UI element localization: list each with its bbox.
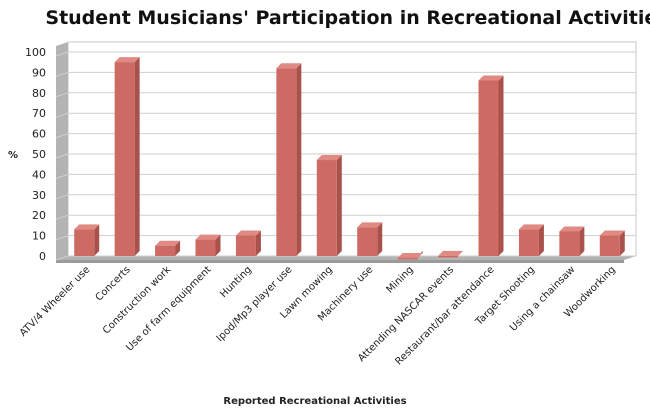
bar-side: [538, 224, 544, 256]
bar-front: [438, 255, 459, 258]
bar-top: [438, 250, 464, 256]
gridline-side: [55, 214, 69, 220]
bar-front: [397, 257, 418, 260]
plot-frame: [56, 41, 637, 263]
bar: [235, 230, 261, 256]
bar-top: [357, 222, 383, 228]
bar: [316, 155, 342, 256]
y-tick-label: 0: [39, 250, 46, 263]
gridline-side: [55, 194, 69, 200]
y-tick-label: 60: [32, 128, 46, 141]
bars: [74, 57, 625, 260]
y-tick-label: 20: [32, 209, 46, 222]
bar-side: [94, 224, 100, 256]
x-tick-label: Concerts: [94, 264, 133, 303]
bar-front: [155, 245, 176, 256]
y-tick-label: 90: [32, 66, 46, 79]
bar-side: [336, 155, 342, 256]
bar-top: [235, 230, 261, 236]
gridline-side: [55, 133, 69, 139]
gridline-side: [55, 51, 69, 57]
bar: [357, 222, 383, 256]
x-tick-label: Use of farm equipment: [124, 264, 213, 353]
bar-top: [599, 230, 625, 236]
x-axis-label: Reported Recreational Activities: [223, 396, 406, 407]
chart-title: Student Musicians' Participation in Recr…: [45, 7, 650, 29]
side-wall: [56, 42, 68, 260]
bar: [276, 63, 302, 257]
bar-side: [458, 250, 464, 256]
bar: [397, 251, 423, 260]
bar-front: [114, 62, 135, 257]
bar-side: [255, 230, 261, 256]
bar-top: [276, 63, 302, 69]
bar-front: [195, 239, 216, 256]
y-tick-label: 80: [32, 87, 46, 100]
bar-top: [195, 234, 221, 240]
bar-top: [155, 240, 181, 246]
bar-top: [397, 252, 423, 258]
y-axis-label: %: [8, 150, 18, 161]
bar-top: [74, 224, 100, 230]
y-tick-label: 70: [32, 107, 46, 120]
bar-side: [498, 75, 504, 256]
x-tick-label: Construction work: [101, 264, 173, 336]
x-tick-label: Hunting: [218, 264, 254, 300]
bar-front: [518, 229, 539, 256]
gridline-side: [55, 235, 69, 241]
y-tick-label: 100: [25, 46, 46, 59]
bar-front: [478, 80, 499, 256]
bar: [559, 226, 585, 256]
bar-side: [175, 240, 181, 256]
bar-top: [559, 226, 585, 232]
y-tick-label: 50: [32, 148, 46, 161]
floor-edge: [56, 260, 624, 263]
x-tick-label: Mining: [384, 264, 415, 295]
gridline-side: [55, 71, 69, 77]
gridline-side: [55, 255, 69, 261]
gridline-side: [55, 173, 69, 179]
bar-side: [377, 222, 383, 256]
bar: [74, 224, 100, 256]
bar-side: [215, 234, 221, 256]
bar-top: [478, 75, 504, 81]
gridline-side: [55, 92, 69, 98]
bar: [155, 240, 181, 256]
gridline-side: [55, 112, 69, 118]
bar: [438, 250, 464, 258]
gridline-side: [55, 153, 69, 159]
x-tick-label: Ipod/Mp3 player use: [215, 264, 295, 344]
bar-front: [74, 229, 95, 256]
bar-front: [559, 231, 580, 256]
bar-side: [579, 226, 585, 256]
bar: [518, 224, 544, 256]
back-wall: [67, 41, 637, 257]
bar-top: [114, 57, 140, 63]
bar: [195, 234, 221, 256]
bar-front: [357, 227, 378, 256]
bar-front: [316, 160, 337, 256]
y-tick-label: 30: [32, 189, 46, 202]
bar-top: [518, 224, 544, 230]
bar-side: [134, 57, 140, 257]
bar: [114, 57, 140, 257]
x-tick-label: ATV/4 Wheeler use: [18, 264, 93, 339]
bar-front: [276, 68, 297, 257]
bar-front: [599, 235, 620, 256]
bar-front: [235, 235, 256, 256]
bar-side: [296, 63, 302, 256]
bar: [478, 75, 504, 256]
bar-side: [619, 230, 625, 256]
bar: [599, 230, 625, 256]
y-axis-ticks: 0 10 20 30 40 50 60 70 80 90 100: [25, 46, 46, 263]
y-tick-label: 10: [32, 230, 46, 243]
bar-top: [316, 155, 342, 161]
y-tick-label: 40: [32, 168, 46, 181]
floor-top: [56, 256, 636, 260]
